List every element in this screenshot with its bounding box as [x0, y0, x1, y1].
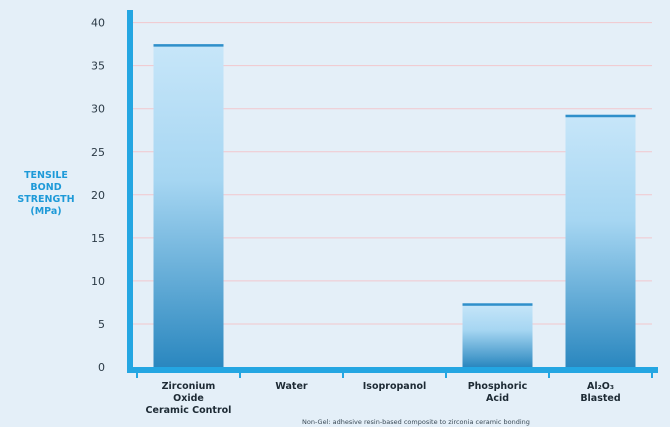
bar-cap-4: [462, 303, 533, 306]
category-label: Water: [275, 381, 308, 392]
y-tick-label: 10: [91, 275, 105, 288]
category-label: Isopropanol: [363, 381, 427, 392]
bar-1: [153, 44, 224, 367]
y-tick-label: 5: [98, 318, 105, 331]
bar-cap-5: [565, 114, 636, 118]
y-tick-label: 25: [91, 146, 105, 159]
x-axis: [127, 367, 658, 373]
category-label: Al₂O₃: [587, 381, 614, 392]
x-tick-mark: [239, 373, 241, 378]
y-axis-label: STRENGTH: [17, 194, 74, 205]
bar-cap-1: [153, 44, 224, 47]
x-tick-mark: [342, 373, 344, 378]
y-tick-label: 30: [91, 103, 105, 116]
y-tick-label: 15: [91, 232, 105, 245]
y-axis-label: (MPa): [30, 206, 61, 217]
y-tick-label: 20: [91, 189, 105, 202]
category-label: Blasted: [580, 393, 620, 404]
x-tick-mark: [651, 373, 653, 378]
y-axis: [127, 10, 133, 373]
footnote: Non-Gel: adhesive resin-based composite …: [302, 418, 530, 426]
y-tick-label: 0: [98, 361, 105, 374]
x-tick-mark: [136, 373, 138, 378]
x-tick-mark: [548, 373, 550, 378]
x-tick-mark: [445, 373, 447, 378]
category-label: Oxide: [173, 393, 204, 404]
bar-5: [565, 114, 636, 367]
bar-4: [462, 303, 533, 367]
y-axis-label: BOND: [30, 182, 61, 193]
category-label: Phosphoric: [468, 381, 528, 392]
category-label: Acid: [486, 393, 509, 404]
category-label: Ceramic Control: [146, 405, 232, 416]
y-axis-label: TENSILE: [24, 170, 68, 181]
category-label: Zirconium: [162, 381, 216, 392]
y-tick-label: 40: [91, 17, 105, 30]
y-tick-label: 35: [91, 60, 105, 73]
